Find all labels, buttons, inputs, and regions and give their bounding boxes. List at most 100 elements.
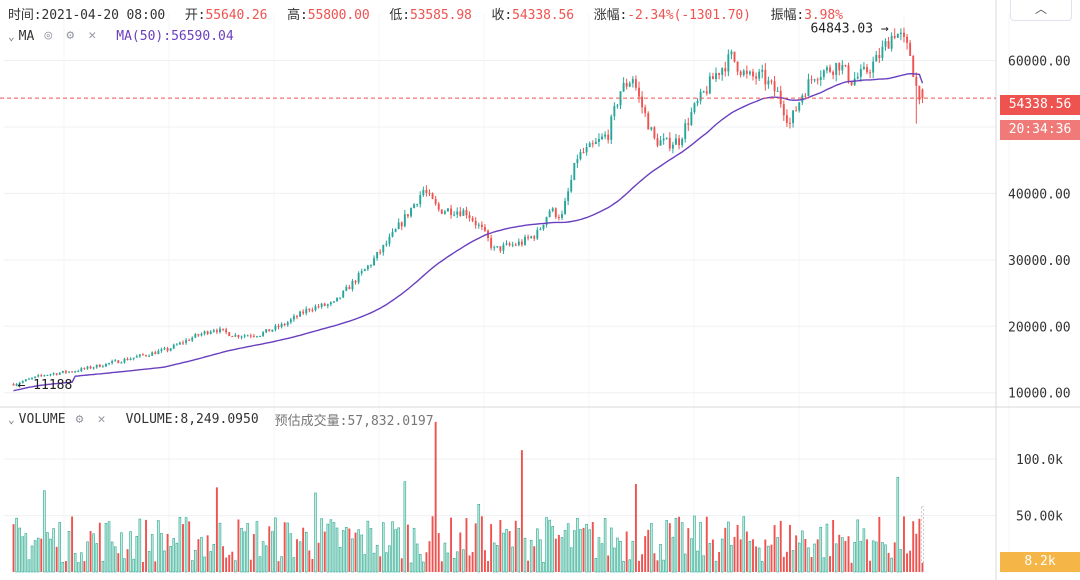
candle-body xyxy=(151,352,154,356)
volume-bar xyxy=(234,560,237,573)
candle-body xyxy=(443,211,446,214)
volume-bar xyxy=(357,529,360,573)
volume-bar xyxy=(539,539,542,573)
candle-body xyxy=(847,65,850,82)
volume-bar xyxy=(363,554,367,573)
ma-legend: ⌄ MA ◎ ⚙ ✕ MA(50):56590.04 xyxy=(8,28,234,44)
volume-bar xyxy=(560,537,564,573)
volume-bar xyxy=(647,529,650,572)
candle-body xyxy=(126,358,129,361)
candle-body xyxy=(286,322,289,326)
candle-body xyxy=(634,79,637,88)
open-value: 55640.26 xyxy=(205,8,268,23)
candle-body xyxy=(268,329,271,332)
volume-bar xyxy=(375,544,379,573)
volume-bar xyxy=(659,544,662,573)
candle-body xyxy=(394,229,397,232)
volume-bar xyxy=(797,542,801,573)
candle-body xyxy=(212,330,215,332)
gear-icon[interactable]: ⚙ xyxy=(66,28,75,43)
volume-bar xyxy=(141,561,144,572)
volume-bar xyxy=(67,531,71,573)
volume-bar xyxy=(896,476,900,573)
candle-body xyxy=(536,229,539,239)
candle-body xyxy=(459,211,462,216)
candle-body xyxy=(601,136,603,139)
volume-bar xyxy=(619,540,622,573)
chevron-down-icon[interactable]: ⌄ xyxy=(8,413,15,426)
volume-bar xyxy=(850,562,853,572)
candle-body xyxy=(18,382,21,385)
volume-bar xyxy=(280,556,283,573)
candle-body xyxy=(311,310,314,312)
candle-body xyxy=(659,140,662,146)
volume-bar xyxy=(138,518,142,573)
volume-bar xyxy=(73,553,77,573)
candle-body xyxy=(391,231,394,237)
volume-bar xyxy=(752,539,754,572)
volume-bar xyxy=(847,536,850,572)
candle-body xyxy=(829,67,831,72)
candle-body xyxy=(477,224,480,226)
candle-body xyxy=(175,344,178,346)
y-tick-label: 40000.00 xyxy=(1008,187,1071,202)
candle-body xyxy=(832,71,835,75)
candle-body xyxy=(123,358,126,363)
eye-icon[interactable]: ◎ xyxy=(44,28,53,43)
volume-bar xyxy=(573,530,576,573)
volume-bar xyxy=(505,529,508,573)
volume-bar xyxy=(277,561,280,572)
candle-body xyxy=(422,189,425,196)
candle-body xyxy=(299,311,302,317)
candle-body xyxy=(274,325,277,330)
volume-bar xyxy=(631,540,635,573)
volume-bar xyxy=(600,543,604,573)
volume-bar xyxy=(588,529,591,573)
volume-bar xyxy=(899,549,903,573)
volume-bar xyxy=(160,533,163,573)
volume-bar xyxy=(240,527,243,573)
candle-body xyxy=(496,246,499,248)
candle-body xyxy=(647,113,650,130)
collapse-button[interactable]: ︿ xyxy=(1010,0,1072,21)
candle-body xyxy=(360,271,363,274)
last-price-tag: 54338.56 xyxy=(1000,95,1080,115)
gear-icon[interactable]: ⚙ xyxy=(75,411,84,427)
volume-bar xyxy=(194,549,197,573)
volume-bar xyxy=(335,527,339,573)
volume-bar xyxy=(656,560,659,572)
candle-body xyxy=(31,377,33,379)
close-icon[interactable]: ✕ xyxy=(88,28,97,43)
candle-body xyxy=(896,34,899,38)
candle-body xyxy=(302,311,305,314)
candle-body xyxy=(468,215,471,219)
volume-bar xyxy=(431,516,434,572)
candle-body xyxy=(277,325,280,328)
volume-value: VOLUME:8,249.0950 xyxy=(125,412,259,427)
volume-bar xyxy=(397,527,400,573)
volume-bar xyxy=(92,533,95,573)
chevron-down-icon[interactable]: ⌄ xyxy=(8,29,15,43)
candle-body xyxy=(545,217,548,225)
candle-body xyxy=(163,348,166,350)
candle-body xyxy=(474,220,477,226)
volume-bar xyxy=(622,561,625,573)
volume-bar xyxy=(499,519,502,572)
volume-bar xyxy=(711,539,714,572)
y-tick-label: 20000.00 xyxy=(1008,320,1071,335)
candle-body xyxy=(289,319,292,323)
volume-bar xyxy=(200,537,203,573)
volume-bar xyxy=(757,547,761,573)
candle-body xyxy=(345,286,348,291)
volume-bar xyxy=(55,546,58,572)
open-label: 开: xyxy=(184,8,206,23)
volume-bar xyxy=(338,547,342,573)
volume-bar xyxy=(881,542,884,573)
candle-body xyxy=(718,73,721,75)
candle-body xyxy=(594,141,597,144)
volume-bar xyxy=(18,527,21,573)
y-tick-label: 60000.00 xyxy=(1008,55,1071,70)
candle-body xyxy=(511,244,514,246)
close-icon[interactable]: ✕ xyxy=(97,411,106,427)
